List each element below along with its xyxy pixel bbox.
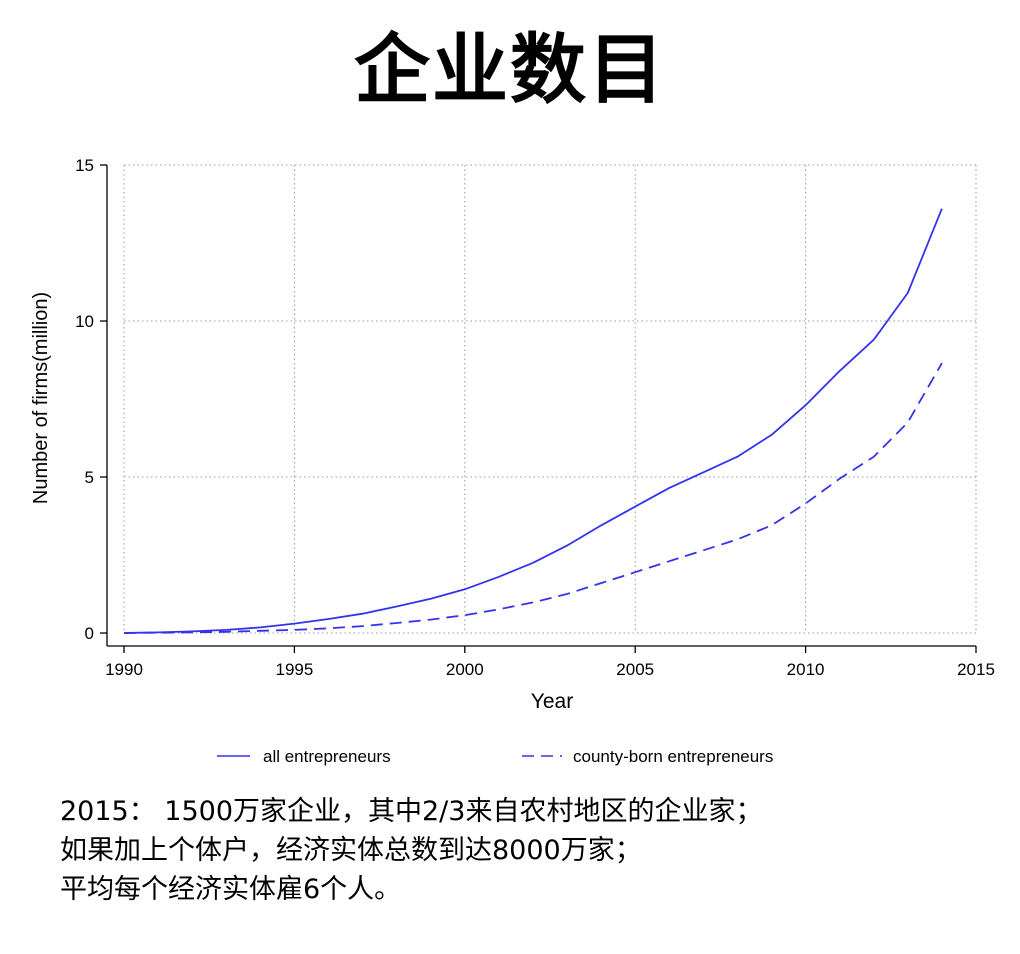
x-tick-label: 2015 bbox=[957, 660, 995, 679]
chart-series-layer bbox=[123, 208, 943, 634]
y-tick-label: 5 bbox=[85, 468, 94, 487]
legend-label-county: county-born entrepreneurs bbox=[573, 747, 773, 766]
y-tick-label: 15 bbox=[75, 156, 94, 175]
slide-notes: 2015： 1500万家企业，其中2/3来自农村地区的企业家； 如果加上个体户，… bbox=[60, 792, 762, 909]
y-tick-label: 0 bbox=[85, 624, 94, 643]
note-line-3: 平均每个经济实体雇6个人。 bbox=[60, 874, 402, 905]
y-tick-label: 10 bbox=[75, 312, 94, 331]
x-tick-label: 1995 bbox=[275, 660, 313, 679]
chart-tick-labels: 1990 1995 2000 2005 2010 2015 0 5 10 15 bbox=[75, 156, 995, 679]
x-axis-label: Year bbox=[531, 690, 573, 713]
slide-title: 企业数目 bbox=[354, 25, 666, 114]
x-tick-label: 2010 bbox=[787, 660, 825, 679]
x-tick-label: 2005 bbox=[616, 660, 654, 679]
series-line-all-entrepreneurs bbox=[123, 208, 943, 634]
legend-label-all: all entrepreneurs bbox=[263, 747, 391, 766]
y-axis-label: Number of firms(million) bbox=[30, 292, 52, 504]
series-line-county-born-entrepreneurs bbox=[123, 362, 943, 634]
x-tick-label: 2000 bbox=[446, 660, 484, 679]
chart-grid bbox=[123, 164, 977, 634]
note-line-2: 如果加上个体户，经济实体总数到达8000万家； bbox=[60, 835, 642, 866]
note-line-1: 2015： 1500万家企业，其中2/3来自农村地区的企业家； bbox=[60, 796, 763, 827]
line-chart: 1990 1995 2000 2005 2010 2015 0 5 10 15 Year Numb… bbox=[30, 156, 995, 766]
x-tick-label: 1990 bbox=[105, 660, 143, 679]
chart-legend: all entrepreneurs county-born entreprene… bbox=[217, 747, 773, 766]
chart-axes bbox=[100, 164, 977, 653]
